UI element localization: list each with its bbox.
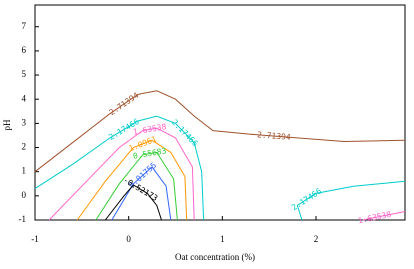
- contour-label: 2.17466: [170, 118, 200, 149]
- contour-line: [34, 115, 406, 221]
- y-tick-label: 3: [22, 117, 27, 127]
- contour-label: 1.63538: [357, 210, 392, 226]
- y-tick-label: 4: [22, 93, 27, 103]
- contour-line: [111, 166, 172, 221]
- x-tick-label: 0: [126, 234, 131, 244]
- contour-line: [76, 139, 188, 221]
- y-tick-label: 2: [22, 142, 27, 152]
- y-tick-label: 0: [22, 190, 27, 200]
- x-tick-label: 2: [314, 234, 319, 244]
- y-tick-label: 1: [22, 166, 27, 176]
- y-tick-label: 5: [22, 69, 27, 79]
- contour-label: 2.71394: [257, 130, 291, 142]
- y-tick-label: 6: [22, 45, 27, 55]
- x-tick-label: -1: [31, 234, 39, 244]
- contour-line: [104, 184, 162, 221]
- contour-label: 2.17466: [290, 186, 323, 212]
- x-axis-label: Oat concentration (%): [175, 252, 255, 262]
- y-tick-label: -1: [19, 214, 27, 224]
- y-tick-label: 7: [22, 21, 27, 31]
- x-tick-label: 1: [220, 234, 225, 244]
- contour-label: 2.71394: [108, 91, 141, 118]
- contour-line: [48, 127, 406, 221]
- contour-line: [95, 151, 178, 221]
- contour-line: [34, 90, 406, 173]
- plot-frame: [34, 4, 406, 221]
- y-axis-label: pH: [2, 119, 12, 131]
